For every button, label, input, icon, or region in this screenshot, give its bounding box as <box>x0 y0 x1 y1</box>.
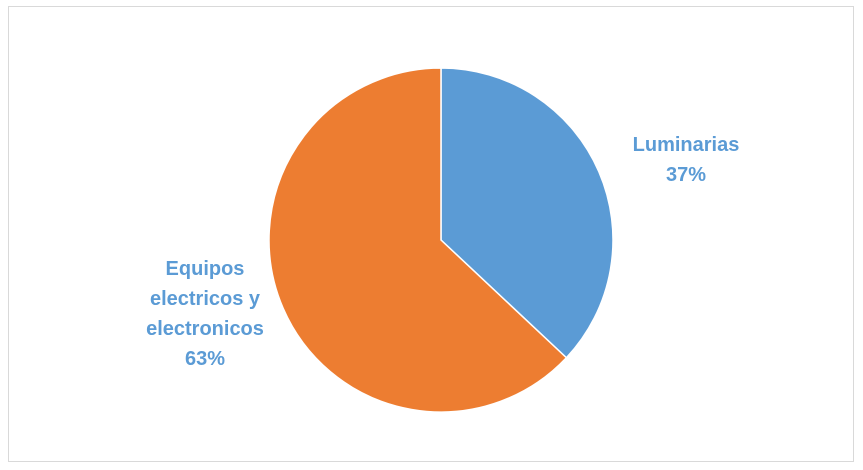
data-label-category: Equipos <box>166 258 245 280</box>
data-label-category: Luminarias <box>633 134 740 156</box>
data-label-category: electricos y <box>150 288 261 310</box>
data-label-percent: 63% <box>185 348 225 370</box>
data-label-1: Luminarias 37% <box>633 134 740 186</box>
data-label-percent: 37% <box>666 164 706 186</box>
data-label-2: Equipos electricos y electronicos 63% <box>146 258 264 370</box>
pie-slice-1 <box>440 67 614 359</box>
pie-data-labels: Luminarias 37% Equipos electricos y electron… <box>146 134 739 370</box>
pie-slices <box>268 67 614 413</box>
data-label-category: electronicos <box>146 318 264 340</box>
pie-slice-2 <box>268 67 568 413</box>
